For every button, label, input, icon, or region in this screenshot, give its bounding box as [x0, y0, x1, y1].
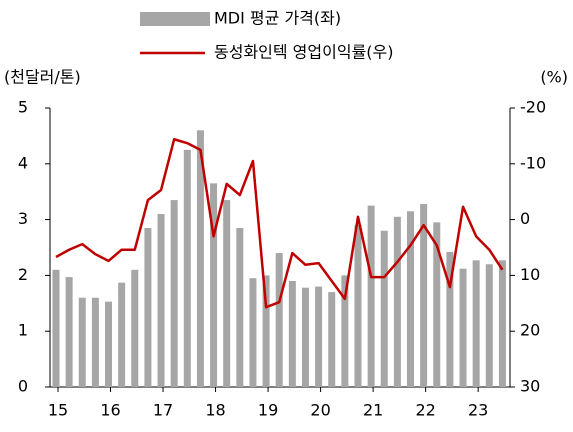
y-tick-label: 1 [18, 321, 28, 340]
bar [433, 222, 441, 387]
y2-tick-label: -10 [520, 153, 546, 172]
x-tick-label: 22 [415, 401, 435, 420]
bar [498, 260, 506, 387]
legend-label: MDI 평균 가격(좌) [214, 9, 341, 28]
bar [354, 225, 362, 387]
y-axis-label: (천달러/톤) [4, 68, 81, 87]
bar [380, 230, 388, 387]
bar [91, 297, 99, 387]
y2-tick-label: 30 [520, 377, 540, 396]
y-tick-label: 3 [18, 209, 28, 228]
bar [341, 275, 349, 387]
y-tick-label: 4 [18, 153, 28, 172]
bar [446, 251, 454, 387]
y-tick-label: 5 [18, 98, 28, 117]
y2-axis-label: (%) [540, 68, 568, 87]
y2-tick-label: 10 [520, 265, 540, 284]
bar [223, 200, 231, 387]
y-tick-label: 0 [18, 377, 28, 396]
bar [118, 282, 126, 387]
bar [288, 280, 296, 387]
bar [52, 269, 60, 387]
bar [315, 286, 323, 387]
y2-tick-label: -20 [520, 98, 546, 117]
bar [301, 287, 309, 387]
line [55, 137, 504, 309]
bar [367, 205, 375, 387]
legend-swatch-bar [140, 12, 210, 26]
bar [144, 227, 152, 387]
x-tick-label: 19 [258, 401, 278, 420]
bar [249, 278, 257, 387]
x-tick-label: 15 [48, 401, 68, 420]
bar [157, 214, 165, 387]
x-tick-label: 17 [153, 401, 173, 420]
bar [275, 253, 283, 387]
bar [459, 268, 467, 387]
bar [485, 264, 493, 387]
bar [262, 275, 270, 387]
bar [472, 260, 480, 387]
bar [407, 211, 415, 387]
x-tick-label: 18 [205, 401, 225, 420]
y-tick-label: 2 [18, 265, 28, 284]
bar [131, 269, 139, 387]
bar [65, 277, 73, 387]
x-tick-label: 21 [363, 401, 383, 420]
bar [420, 203, 428, 387]
bar [393, 216, 401, 387]
bar [236, 227, 244, 387]
y2-tick-label: 20 [520, 321, 540, 340]
legend-label: 동성화인텍 영업이익률(우) [214, 43, 394, 62]
bar [105, 301, 113, 387]
bar [196, 130, 204, 387]
x-tick-label: 16 [100, 401, 120, 420]
y2-tick-label: 0 [520, 209, 530, 228]
bar [210, 183, 218, 387]
bar [183, 149, 191, 387]
x-tick-label: 23 [468, 401, 488, 420]
x-tick-label: 20 [310, 401, 330, 420]
bar [328, 292, 336, 387]
bar [170, 200, 178, 387]
bar [78, 297, 86, 387]
